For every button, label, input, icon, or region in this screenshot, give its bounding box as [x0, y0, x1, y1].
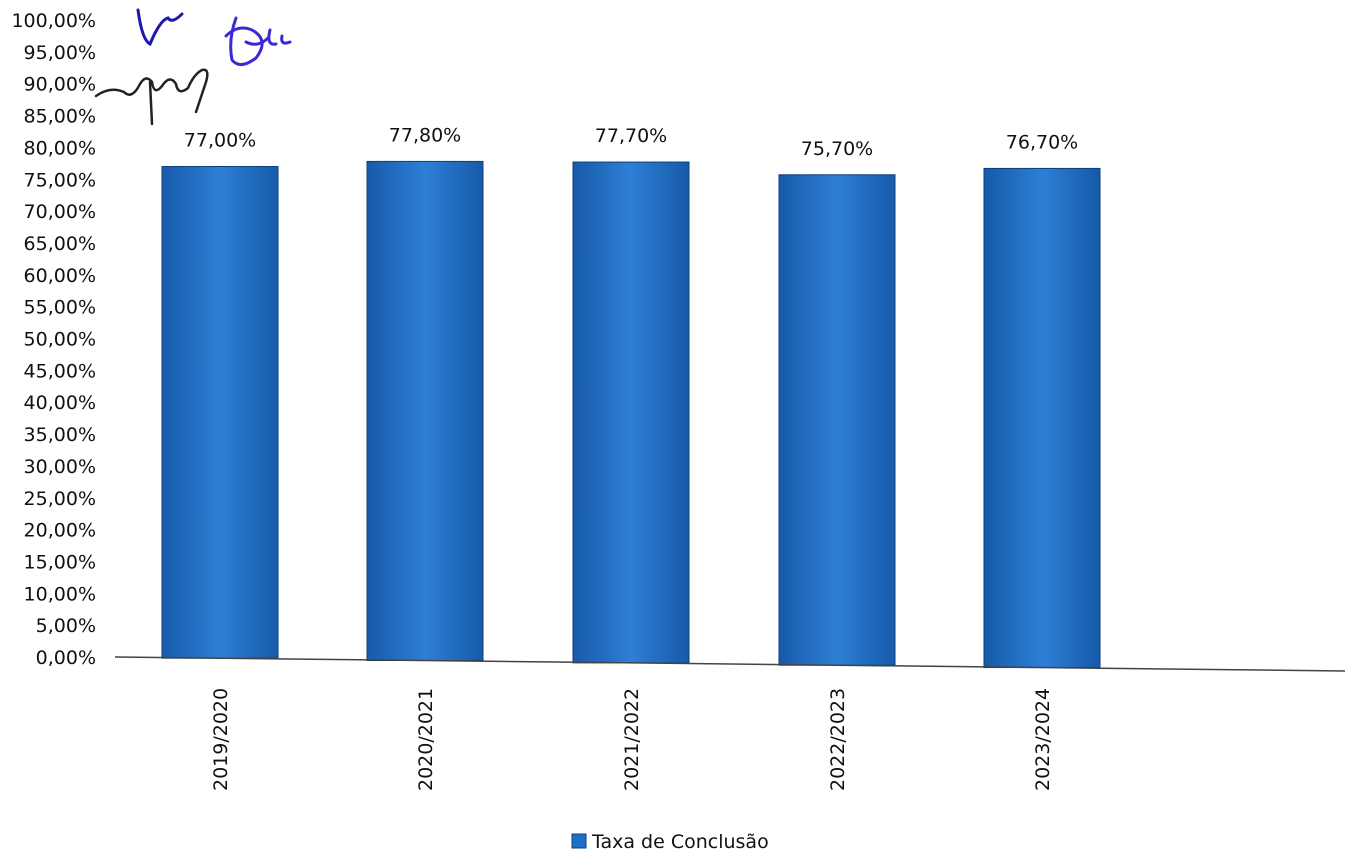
x-tick-label: 2023/2024 — [1032, 688, 1054, 791]
y-tick-label: 40,00% — [24, 392, 96, 414]
y-tick-label: 30,00% — [24, 456, 96, 478]
y-tick-label: 25,00% — [24, 488, 96, 510]
y-tick-label: 75,00% — [24, 169, 96, 191]
bar — [366, 160, 484, 662]
x-tick-label: 2021/2022 — [621, 688, 643, 791]
y-tick-label: 100,00% — [11, 10, 96, 32]
data-label: 77,70% — [595, 125, 667, 147]
x-axis: 2019/2020 2020/2021 2021/2022 2022/2023 2023… — [114, 656, 1346, 791]
legend-label: Taxa de Conclusão — [591, 831, 769, 853]
bar — [983, 167, 1101, 669]
bar — [572, 161, 690, 664]
x-tick-label: 2022/2023 — [827, 688, 849, 791]
bars-group — [161, 160, 1101, 669]
signature-stroke-2 — [224, 16, 292, 66]
y-tick-label: 10,00% — [24, 583, 96, 605]
handwritten-signatures — [94, 8, 292, 126]
y-tick-label: 70,00% — [24, 201, 96, 223]
y-tick-label: 45,00% — [24, 360, 96, 382]
x-tick-label: 2020/2021 — [415, 688, 437, 791]
y-tick-label: 20,00% — [24, 520, 96, 542]
signature-stroke-3 — [94, 68, 209, 126]
y-tick-label: 55,00% — [24, 297, 96, 319]
legend-swatch — [571, 833, 587, 849]
y-tick-label: 90,00% — [24, 74, 96, 96]
y-tick-label: 65,00% — [24, 233, 96, 255]
y-tick-label: 15,00% — [24, 551, 96, 573]
y-tick-label: 95,00% — [24, 42, 96, 64]
data-label: 76,70% — [1006, 131, 1078, 153]
data-label: 75,70% — [801, 138, 873, 160]
y-tick-label: 60,00% — [24, 265, 96, 287]
data-label: 77,00% — [184, 130, 256, 152]
y-tick-label: 80,00% — [24, 137, 96, 159]
y-tick-label: 5,00% — [36, 615, 96, 637]
y-tick-label: 0,00% — [36, 647, 96, 669]
bar — [778, 174, 896, 666]
x-tick-label: 2019/2020 — [210, 688, 232, 791]
data-label: 77,80% — [389, 124, 461, 146]
legend: Taxa de Conclusão — [571, 831, 769, 853]
y-tick-label: 35,00% — [24, 424, 96, 446]
y-axis: 0,00% 5,00% 10,00% 15,00% 20,00% 25,00% 30,00%… — [11, 10, 96, 669]
signature-stroke-1 — [136, 8, 184, 47]
bar — [161, 166, 279, 659]
y-tick-label: 50,00% — [24, 329, 96, 351]
y-tick-label: 85,00% — [24, 106, 96, 128]
data-labels-group: 77,00% 77,80% 77,70% 75,70% 76,70% — [184, 124, 1078, 159]
x-axis-line — [114, 656, 1346, 672]
